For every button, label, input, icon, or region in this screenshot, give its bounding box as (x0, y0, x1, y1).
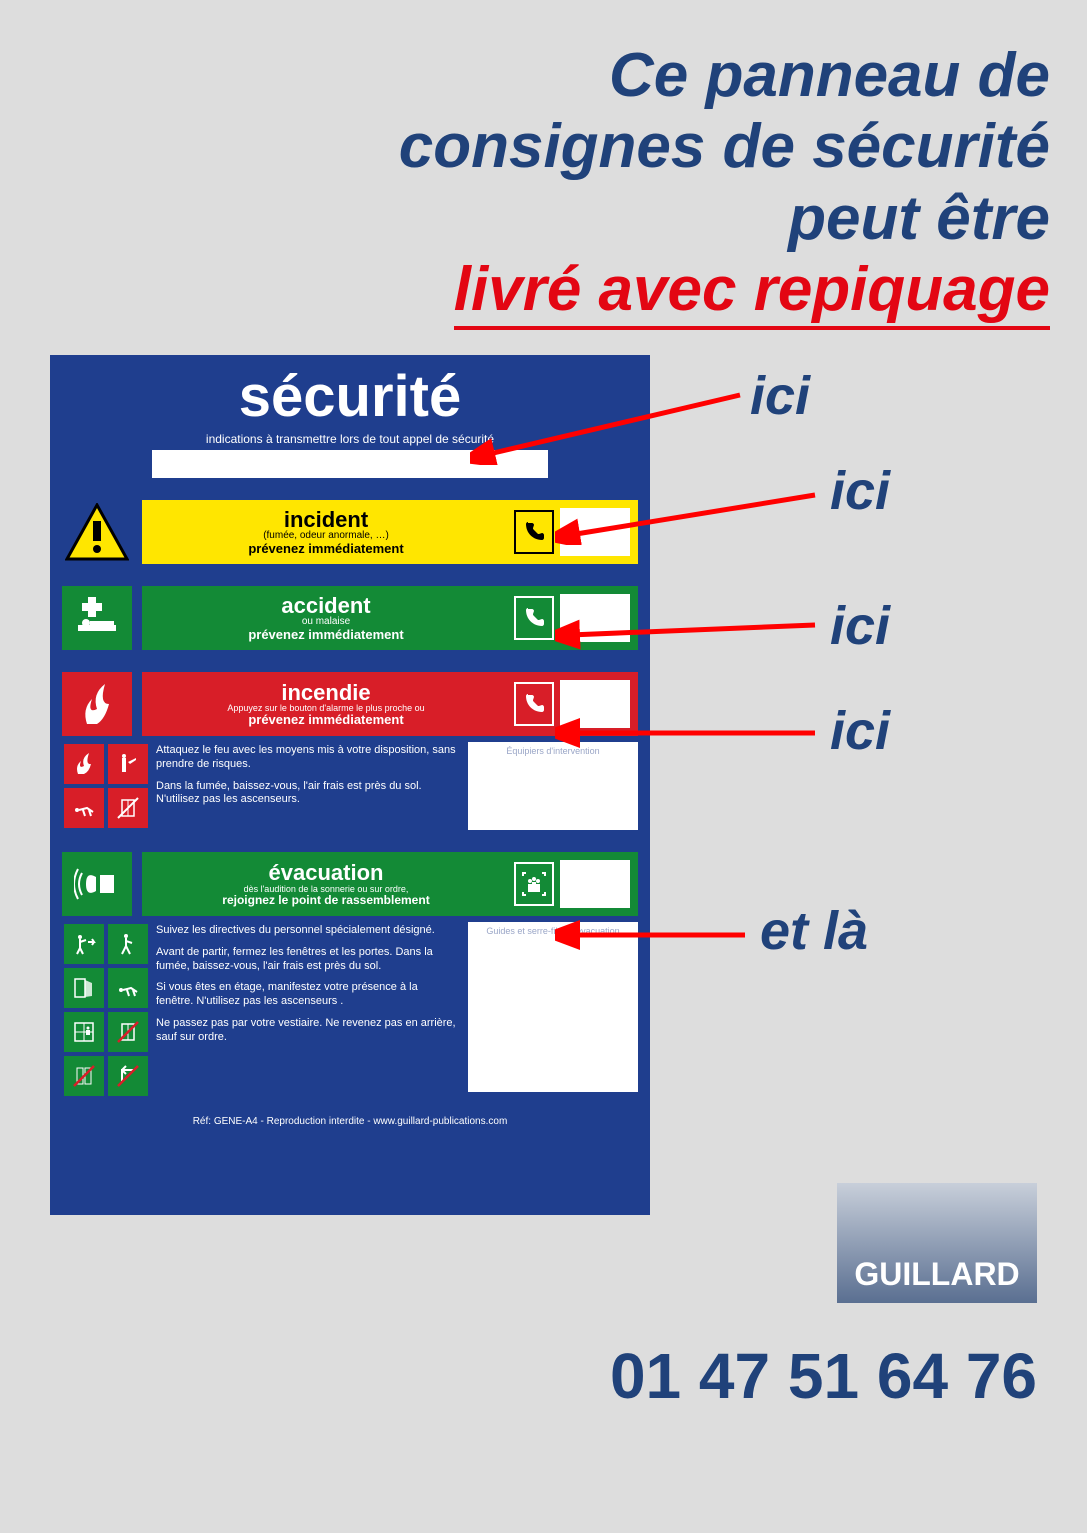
arrow-icon (555, 615, 825, 655)
crawl-icon (108, 968, 148, 1008)
incendie-action: prévenez immédiatement (146, 713, 506, 727)
evacuation-blank (560, 860, 630, 908)
no-elevator-icon (108, 1012, 148, 1052)
callout-4: ici (830, 700, 890, 762)
headline-line2: consignes de sécurité (399, 112, 1050, 181)
flame-icon (62, 672, 132, 736)
phone-icon (514, 510, 554, 554)
evacuation-text: Suivez les directives du personnel spéci… (152, 922, 462, 1098)
phone-icon (514, 596, 554, 640)
arrow-icon (470, 355, 750, 465)
instr-line: Avant de partir, fermez les fenêtres et … (156, 946, 456, 974)
section-evacuation: évacuation dès l'audition de la sonnerie… (62, 852, 638, 916)
evacuation-mini-icons (62, 922, 152, 1098)
incendie-title: incendie (146, 681, 506, 704)
headline: Ce panneau de consignes de sécurité peut… (0, 40, 1050, 325)
warning-triangle-icon (62, 500, 132, 564)
first-aid-icon (62, 586, 132, 650)
no-locker-icon (64, 1056, 104, 1096)
callout-2: ici (830, 460, 890, 522)
extinguisher-icon (108, 744, 148, 784)
evacuation-banner: évacuation dès l'audition de la sonnerie… (142, 852, 638, 916)
flame-mini-icon (64, 744, 104, 784)
instr-line: Dans la fumée, baissez-vous, l'air frais… (156, 780, 456, 808)
arrow-icon (555, 920, 755, 950)
section-incendie: incendie Appuyez sur le bouton d'alarme … (62, 672, 638, 736)
callout-3: ici (830, 595, 890, 657)
callout-1: ici (750, 365, 810, 427)
phone-number: 01 47 51 64 76 (610, 1339, 1037, 1413)
accident-title: accident (146, 594, 506, 617)
logo-text: GUILLARD (854, 1256, 1019, 1293)
evacuation-action: rejoignez le point de rassemblement (146, 894, 506, 907)
instr-line: Suivez les directives du personnel spéci… (156, 924, 456, 938)
no-elevator-icon (108, 788, 148, 828)
headline-line3: peut être (788, 184, 1050, 253)
safety-panel: sécurité indications à transmettre lors … (50, 355, 650, 1215)
assembly-icon (514, 862, 554, 906)
panel-footer: Réf: GENE-A4 - Reproduction interdite - … (62, 1116, 638, 1127)
incident-action: prévenez immédiatement (146, 542, 506, 556)
alarm-icon (62, 852, 132, 916)
incident-title: incident (146, 508, 506, 531)
arrow-icon (555, 718, 825, 748)
instr-line: Si vous êtes en étage, manifestez votre … (156, 981, 456, 1009)
headline-accent: livré avec repiquage (454, 255, 1050, 330)
callout-5: et là (760, 900, 868, 962)
arrow-icon (555, 485, 825, 545)
brand-logo: GUILLARD (837, 1183, 1037, 1303)
incendie-mini-icons (62, 742, 152, 830)
window-icon (64, 1012, 104, 1052)
crawl-icon (64, 788, 104, 828)
incendie-sidebox: Équipiers d'intervention (468, 742, 638, 830)
accident-action: prévenez immédiatement (146, 628, 506, 642)
no-return-icon (108, 1056, 148, 1096)
phone-icon (514, 682, 554, 726)
guide-icon (64, 924, 104, 964)
close-door-icon (64, 968, 104, 1008)
follow-icon (108, 924, 148, 964)
headline-line1: Ce panneau de (609, 41, 1050, 110)
instr-line: Ne passez pas par votre vestiaire. Ne re… (156, 1017, 456, 1045)
incendie-text: Attaquez le feu avec les moyens mis à vo… (152, 742, 462, 830)
instr-line: Attaquez le feu avec les moyens mis à vo… (156, 744, 456, 772)
section-accident: accident ou malaise prévenez immédiateme… (62, 586, 638, 650)
section-incident: incident (fumée, odeur anormale, …) prév… (62, 500, 638, 564)
incendie-instructions: Attaquez le feu avec les moyens mis à vo… (62, 742, 638, 830)
evacuation-instructions: Suivez les directives du personnel spéci… (62, 922, 638, 1098)
evacuation-title: évacuation (146, 861, 506, 884)
